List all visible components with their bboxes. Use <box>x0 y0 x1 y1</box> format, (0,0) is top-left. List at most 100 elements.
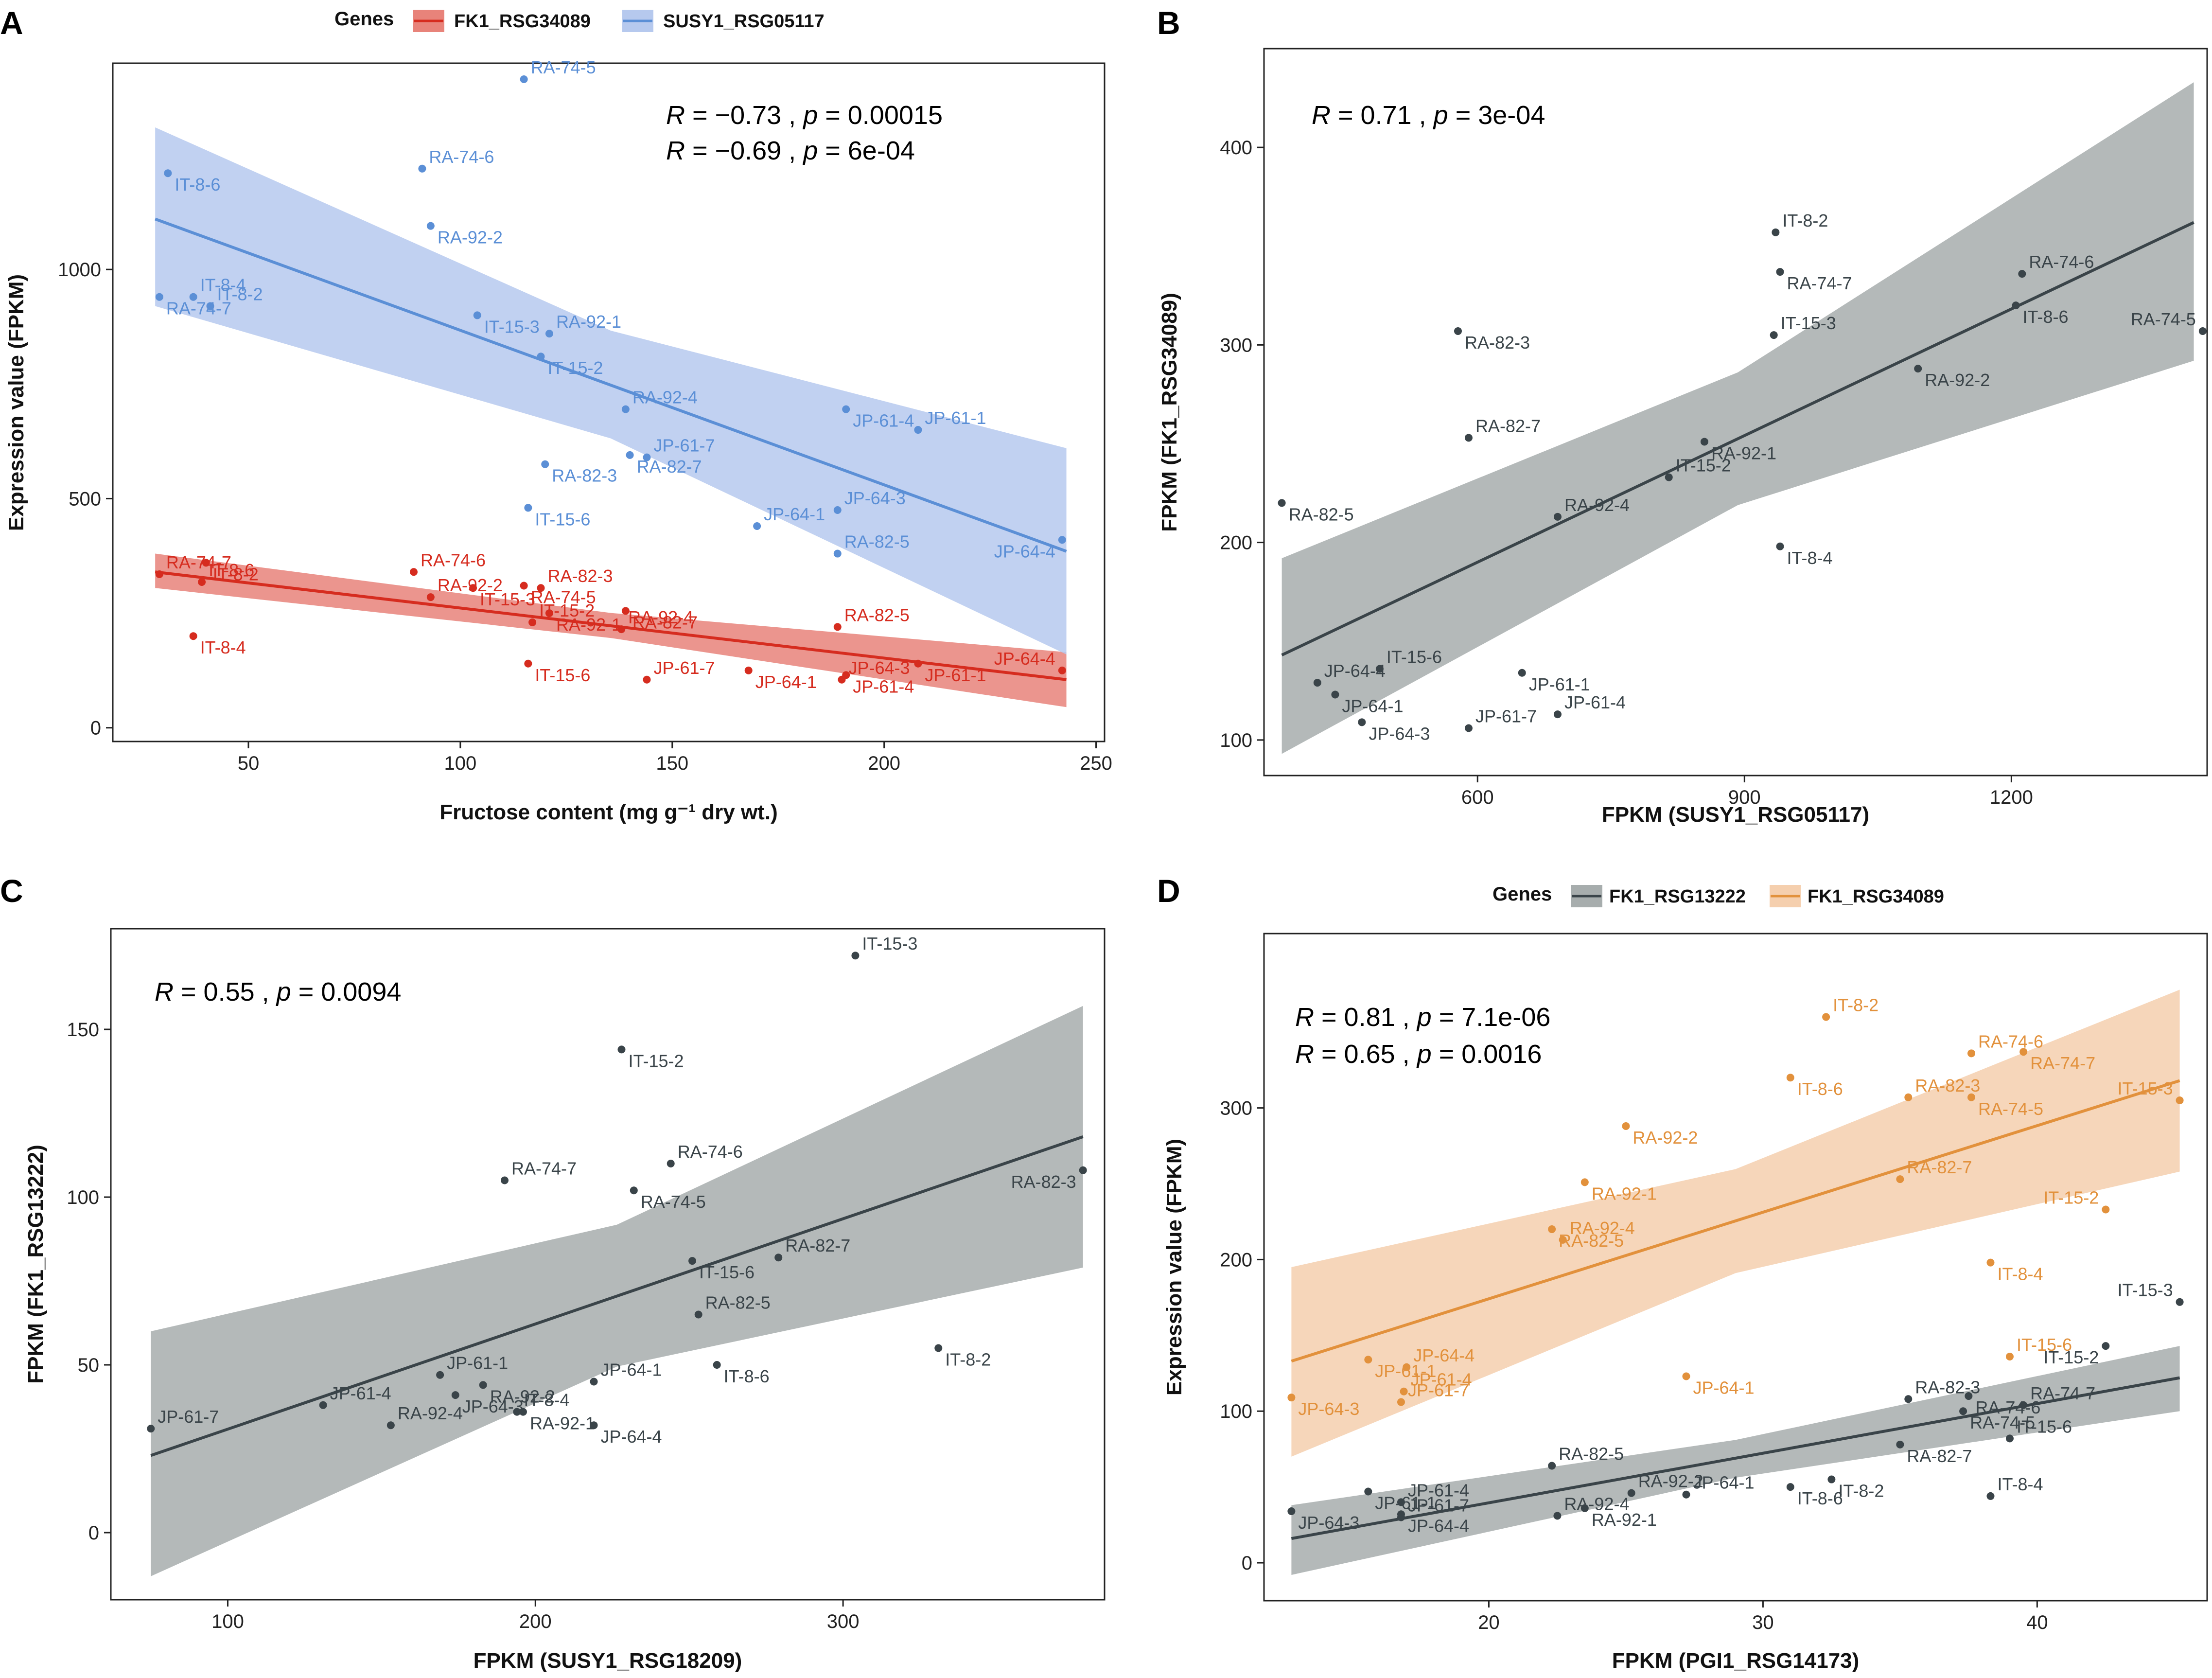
y-tick-label-b: 300 <box>1220 335 1252 356</box>
data-point-d <box>1986 1258 1995 1267</box>
point-label-b: JP-61-1 <box>1529 674 1590 694</box>
point-label-b: IT-15-6 <box>1387 647 1442 667</box>
point-label-d: IT-15-6 <box>2017 1335 2072 1355</box>
data-point-d <box>1965 1392 1973 1400</box>
point-label-c: JP-64-4 <box>601 1427 662 1447</box>
point-label-a: RA-82-5 <box>844 605 910 625</box>
data-point-b <box>2018 270 2026 278</box>
point-label-d: RA-92-2 <box>1633 1128 1698 1148</box>
point-label-a: JP-64-1 <box>755 672 817 692</box>
y-tick-label-c: 50 <box>78 1355 100 1376</box>
point-label-a: IT-15-3 <box>480 589 535 609</box>
data-point-d <box>1559 1236 1567 1244</box>
confidence-band-fk1-rsg34089-a <box>155 553 1067 707</box>
stat-fk1-rsg13222-d: R = 0.81 , p = 7.1e-06 <box>1295 1003 1550 1032</box>
y-tick-label-c: 100 <box>67 1187 99 1208</box>
data-point-d <box>1580 1504 1589 1512</box>
data-point-c <box>319 1401 327 1409</box>
x-tick-label-a: 200 <box>868 753 900 774</box>
legend-title-d: Genes <box>1492 883 1552 905</box>
legend-d: Genes FK1_RSG13222 FK1_RSG34089 <box>1492 883 1944 907</box>
data-point-c <box>688 1257 697 1265</box>
point-label-d: RA-82-5 <box>1559 1231 1624 1251</box>
data-point-a <box>524 659 532 668</box>
data-point-c <box>590 1421 598 1430</box>
legend-label-fk1-rsg13222: FK1_RSG13222 <box>1609 886 1746 907</box>
data-point-a <box>473 311 481 319</box>
plot-frame-c <box>110 928 1106 1601</box>
data-point-a <box>189 293 197 301</box>
data-point-c <box>513 1408 521 1416</box>
point-label-d: IT-8-4 <box>1997 1264 2043 1284</box>
point-label-a: IT-8-6 <box>175 175 220 194</box>
data-point-a <box>541 460 549 468</box>
plot-frame-a <box>112 62 1106 742</box>
data-point-a <box>1058 666 1066 674</box>
plot-area-b: 600 900 1200 100 200 300 400 IT-8-2 RA-74-7 RA-74… <box>1220 82 2207 808</box>
point-label-d: JP-64-4 <box>1408 1516 1469 1536</box>
data-point-d <box>1287 1507 1296 1516</box>
data-point-b <box>1665 473 1673 481</box>
data-point-d <box>1896 1440 1904 1448</box>
data-point-c <box>386 1421 395 1430</box>
point-label-a: IT-8-6 <box>209 560 254 580</box>
data-point-d <box>1548 1225 1556 1234</box>
point-label-c: RA-92-2 <box>490 1386 555 1406</box>
data-point-a <box>426 222 435 230</box>
data-point-a <box>833 623 842 631</box>
point-label-d: IT-8-6 <box>1797 1488 1843 1508</box>
y-axis-title-c: FPKM (FK1_RSG13222) <box>24 1145 48 1383</box>
data-point-d <box>2019 1401 2028 1409</box>
point-label-a: JP-64-3 <box>844 488 906 508</box>
point-label-d: JP-64-1 <box>1693 1473 1754 1493</box>
data-point-d <box>1896 1175 1904 1183</box>
plot-area-c: 100 200 300 0 50 100 150 IT-15-3 IT-15-2 RA-74-6 R… <box>67 934 1087 1632</box>
point-label-b: JP-64-1 <box>1342 696 1403 716</box>
data-point-a <box>621 405 630 413</box>
point-label-d: IT-15-2 <box>2043 1188 2099 1208</box>
data-point-a <box>524 504 532 512</box>
point-label-b: RA-92-4 <box>1564 495 1630 515</box>
data-point-b <box>1553 512 1562 521</box>
data-point-d <box>1627 1489 1635 1497</box>
data-point-b <box>1770 331 1778 339</box>
data-point-d <box>1967 1093 1975 1101</box>
point-label-b: RA-82-5 <box>1289 504 1354 524</box>
point-label-a: RA-92-2 <box>438 228 503 247</box>
point-label-d: RA-92-4 <box>1570 1218 1635 1238</box>
data-point-d <box>1397 1398 1405 1406</box>
data-point-d <box>2019 1048 2028 1056</box>
data-point-d <box>1986 1492 1995 1500</box>
point-label-a: IT-8-4 <box>200 637 246 657</box>
y-tick-label-b: 100 <box>1220 730 1252 751</box>
point-label-c: RA-74-6 <box>678 1142 743 1162</box>
data-point-c <box>851 952 860 960</box>
point-label-d: JP-61-7 <box>1408 1496 1469 1516</box>
point-label-d: JP-64-4 <box>1413 1345 1475 1365</box>
point-label-b: IT-8-2 <box>1782 211 1828 230</box>
data-point-a <box>753 522 761 530</box>
x-tick-label-b: 900 <box>1728 787 1761 808</box>
data-point-b <box>1278 499 1286 507</box>
data-point-a <box>418 164 426 173</box>
data-point-d <box>2102 1342 2110 1350</box>
data-point-a <box>155 570 163 578</box>
point-label-a: IT-8-2 <box>213 564 259 584</box>
point-label-a: RA-74-7 <box>166 552 231 572</box>
y-tick-label-d: 200 <box>1220 1249 1252 1271</box>
data-point-b <box>1776 542 1784 550</box>
point-label-a: RA-74-5 <box>531 57 596 77</box>
x-tick-label-d: 40 <box>2026 1612 2048 1633</box>
data-point-a <box>164 169 172 177</box>
regression-line-fk1-rsg34089-d <box>1291 1079 2180 1363</box>
point-label-c: RA-82-5 <box>705 1293 771 1313</box>
point-label-d: IT-8-6 <box>1797 1079 1843 1099</box>
data-point-c <box>617 1045 626 1054</box>
data-point-d <box>1786 1074 1794 1082</box>
data-point-a <box>155 293 163 301</box>
data-point-c <box>934 1344 943 1352</box>
point-label-c: IT-15-3 <box>862 934 917 954</box>
point-label-b: IT-15-2 <box>1676 456 1731 476</box>
data-point-a <box>914 659 922 668</box>
point-label-d: JP-61-4 <box>1408 1480 1469 1500</box>
